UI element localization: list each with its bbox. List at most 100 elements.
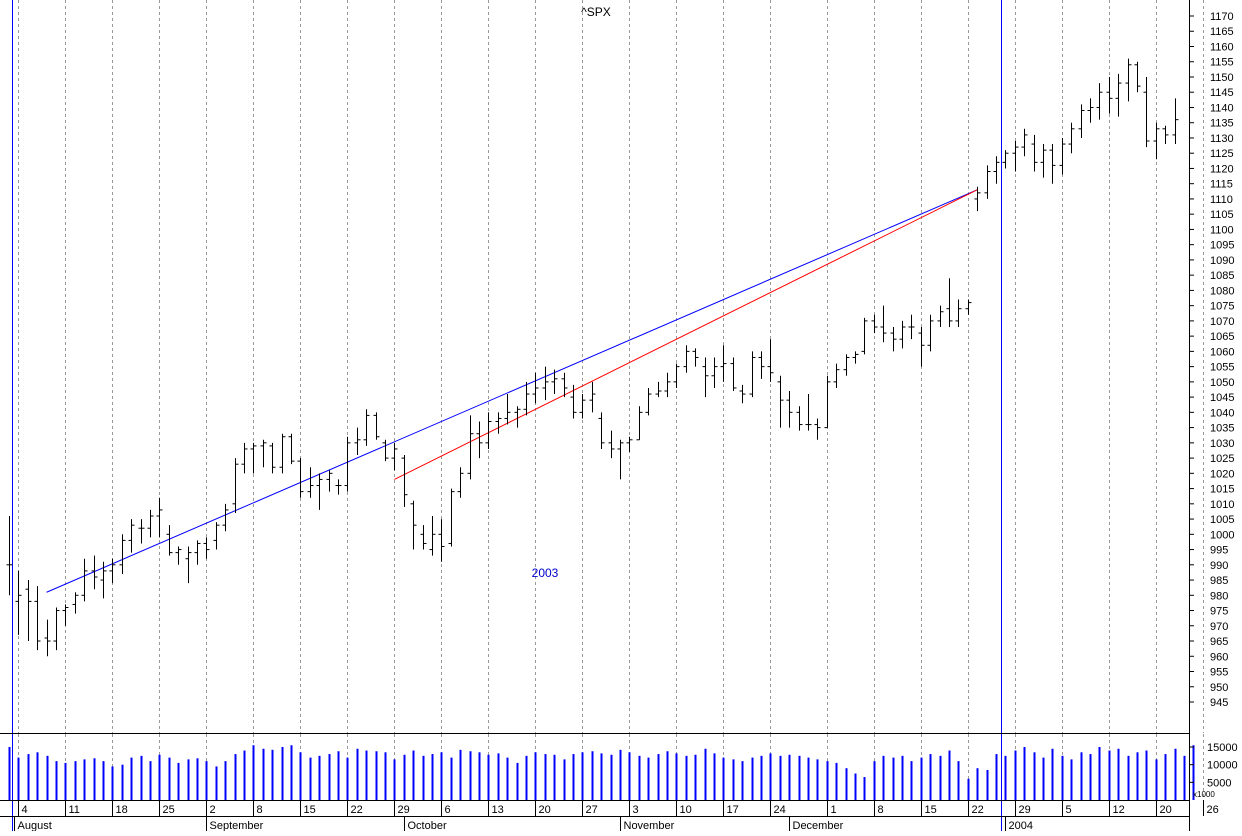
price-bar xyxy=(833,363,840,388)
price-bar xyxy=(843,354,850,376)
price-bar xyxy=(1143,76,1150,148)
price-bar xyxy=(448,488,455,547)
price-bar xyxy=(673,363,680,388)
price-bar xyxy=(1040,144,1047,178)
month-label: 2004 xyxy=(1009,820,1033,831)
day-tick-label: 22 xyxy=(351,804,363,816)
day-tick-label: 24 xyxy=(774,804,786,816)
price-bar xyxy=(636,406,643,441)
price-bar xyxy=(645,387,652,416)
price-bar xyxy=(100,561,107,599)
price-bar xyxy=(664,372,671,398)
day-tick-label: 12 xyxy=(1113,804,1125,816)
trendline-lower xyxy=(394,189,978,480)
price-bar xyxy=(955,299,962,327)
price-tick-label: 1050 xyxy=(1210,377,1234,389)
price-tick-label: 1065 xyxy=(1210,331,1234,343)
price-bar xyxy=(946,278,953,327)
price-bar xyxy=(175,546,182,565)
price-tick-label: 1145 xyxy=(1210,87,1234,99)
price-bar xyxy=(692,348,699,367)
price-tick-label: 1115 xyxy=(1210,179,1233,191)
price-bar xyxy=(1002,150,1009,169)
price-bar xyxy=(429,516,436,556)
price-tick-label: 995 xyxy=(1210,545,1228,557)
price-bar xyxy=(335,479,342,495)
date-axis: 4 11 18 25 2 8 15 22 29 6 13 20 27 3 10 17 24 1 8 15 22 29 5 12… xyxy=(0,800,1219,832)
day-tick-label: 18 xyxy=(116,804,128,816)
panel-borders xyxy=(0,0,1190,831)
trendlines xyxy=(46,189,978,593)
price-bar xyxy=(391,442,398,471)
price-tick-label: 950 xyxy=(1210,682,1228,694)
price-bar xyxy=(15,570,22,635)
price-tick-label: 1135 xyxy=(1210,118,1234,130)
price-bar xyxy=(72,592,79,614)
price-bar xyxy=(617,439,624,480)
price-tick-label: 1040 xyxy=(1210,407,1234,419)
price-bar xyxy=(1012,141,1019,172)
price-bar xyxy=(457,467,464,498)
day-tick-label: 5 xyxy=(1066,804,1072,816)
price-bar xyxy=(805,394,812,431)
volume-units-label: x1000 xyxy=(1193,790,1215,799)
year-annotation: 2003 xyxy=(532,566,559,580)
price-tick-label: 1120 xyxy=(1210,163,1234,175)
price-bar xyxy=(937,305,944,327)
day-tick-label: 11 xyxy=(69,804,80,816)
price-bar xyxy=(1096,83,1103,120)
price-axis: 945 950 955 960 965 970 975 980 985 990 995 1000 100… xyxy=(1189,11,1234,709)
price-bar xyxy=(1134,61,1141,93)
day-tick-label: 15 xyxy=(925,804,937,816)
price-bar xyxy=(166,525,173,556)
price-bar xyxy=(532,372,539,404)
price-bar xyxy=(62,604,69,626)
day-tick-label: 20 xyxy=(539,804,551,816)
price-bar xyxy=(1106,76,1113,114)
day-tick-label: 3 xyxy=(633,804,639,816)
price-bar xyxy=(749,351,756,398)
price-bar xyxy=(1115,73,1122,117)
price-bar xyxy=(373,412,380,440)
price-tick-label: 1100 xyxy=(1210,224,1234,236)
price-bar xyxy=(382,439,389,462)
price-tick-label: 1095 xyxy=(1210,240,1234,252)
price-bar xyxy=(213,522,220,550)
price-tick-label: 1170 xyxy=(1210,11,1234,23)
price-tick-label: 1060 xyxy=(1210,346,1234,358)
price-bar xyxy=(1078,104,1085,138)
price-bar xyxy=(269,442,276,474)
price-bar xyxy=(561,372,568,398)
price-tick-label: 970 xyxy=(1210,621,1228,633)
price-bar xyxy=(485,412,492,449)
price-bar xyxy=(890,326,897,352)
price-bars xyxy=(6,58,1179,657)
price-bar xyxy=(730,357,737,392)
price-bar xyxy=(1162,125,1169,145)
price-bar xyxy=(241,442,248,474)
price-bar xyxy=(918,326,925,367)
price-tick-label: 985 xyxy=(1210,575,1228,587)
price-bar xyxy=(232,458,239,513)
price-bar xyxy=(128,519,135,553)
price-bar xyxy=(711,357,718,388)
price-tick-label: 945 xyxy=(1210,697,1228,709)
price-bar xyxy=(739,384,746,404)
price-bar xyxy=(1049,144,1056,184)
day-tick-label: 20 xyxy=(1160,804,1172,816)
price-tick-label: 1035 xyxy=(1210,423,1234,435)
price-bar xyxy=(467,415,474,480)
price-tick-label: 1110 xyxy=(1210,194,1233,206)
price-bar xyxy=(1031,134,1038,172)
price-bar xyxy=(984,165,991,199)
price-bar xyxy=(767,339,774,382)
month-label: October xyxy=(408,820,447,831)
price-bar xyxy=(514,406,521,428)
price-tick-label: 1010 xyxy=(1210,499,1234,511)
price-bar xyxy=(222,503,229,532)
month-label: December xyxy=(793,820,844,831)
price-bar xyxy=(438,519,445,562)
trendline-upper xyxy=(46,189,978,593)
price-tick-label: 1150 xyxy=(1210,72,1234,84)
